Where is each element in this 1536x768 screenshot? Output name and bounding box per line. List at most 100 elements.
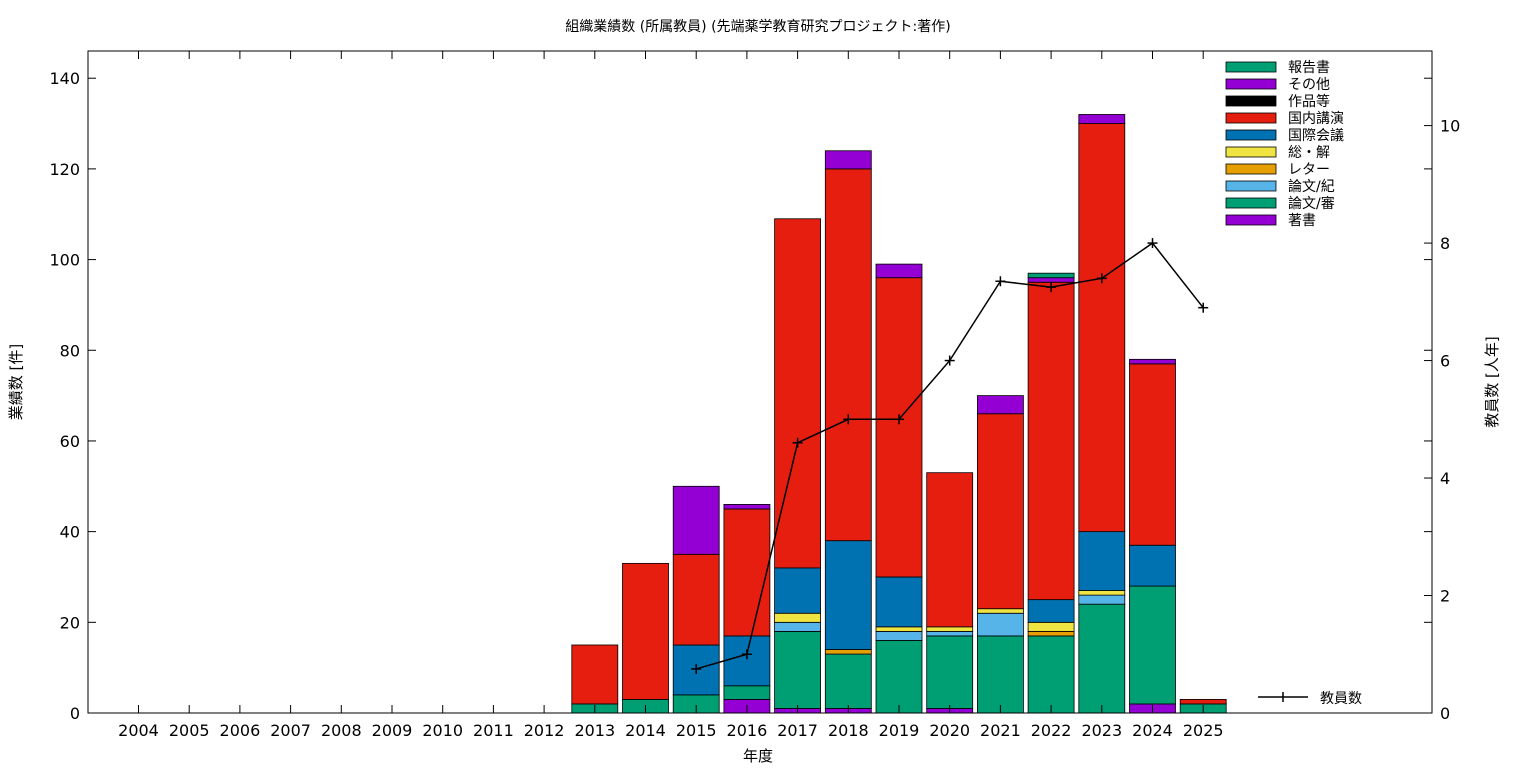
- bar-2016-その他: [723, 504, 771, 510]
- x-tick-label: 2005: [169, 721, 210, 740]
- y2-tick-label: 10: [1440, 117, 1460, 136]
- x-tick-label: 2024: [1132, 721, 1173, 740]
- x-tick-label: 2015: [676, 721, 717, 740]
- legend-swatch-総・解: [1225, 146, 1277, 158]
- bar-2024-国内講演: [1129, 363, 1176, 546]
- legend-label-その他: その他: [1288, 77, 1330, 93]
- legend-label-総・解: 総・解: [1288, 145, 1330, 161]
- x-tick-label: 2019: [879, 721, 920, 740]
- bar-2023-その他: [1078, 114, 1126, 124]
- bar-2023-国際会議: [1078, 531, 1126, 591]
- legend-label-作品等: 作品等: [1288, 93, 1330, 110]
- y2-axis-ticks: 0 2 4 6 8 10: [1424, 117, 1460, 723]
- y-tick-label: 60: [60, 432, 80, 451]
- bar-2021-その他: [977, 395, 1024, 415]
- x-tick-label: 2009: [372, 721, 413, 740]
- y-tick-label: 120: [49, 160, 80, 179]
- x-tick-label: 2025: [1183, 721, 1224, 740]
- bar-2021-論文/審: [977, 635, 1024, 714]
- legend-swatch-報告書: [1225, 61, 1277, 73]
- bar-2020-国内講演: [926, 472, 974, 628]
- x-axis-ticks: 2004 2005 2006 2007 2008 2009 2010 2011 2012 2013…: [118, 51, 1224, 740]
- bar-2019-論文/紀: [875, 630, 923, 641]
- bar-2019-国内講演: [875, 277, 923, 578]
- bar-2016-国際会議: [723, 635, 771, 687]
- y2-axis-title: 教員数 [人年]: [1483, 336, 1501, 427]
- y2-tick-label: 6: [1440, 352, 1450, 371]
- x-tick-label: 2020: [929, 721, 970, 740]
- bar-2017-国内講演: [774, 218, 821, 569]
- x-tick-label: 2010: [422, 721, 463, 740]
- bar-2020-論文/審: [926, 635, 974, 709]
- legend-swatch-作品等: [1225, 95, 1277, 107]
- bar-2015-その他: [672, 485, 720, 555]
- bar-2019-国際会議: [875, 576, 923, 628]
- bar-2014-国内講演: [622, 562, 669, 700]
- x-tick-label: 2004: [118, 721, 159, 740]
- bar-2022-総・解: [1027, 621, 1075, 632]
- bar-2017-総・解: [774, 612, 821, 623]
- legend-swatch-その他: [1225, 78, 1277, 90]
- bar-2024-論文/審: [1129, 585, 1176, 705]
- bars-group: [571, 114, 1227, 714]
- bar-2021-国内講演: [977, 413, 1024, 610]
- line-legend-label: 教員数: [1320, 691, 1362, 707]
- bar-2021-論文/紀: [977, 612, 1024, 637]
- y2-tick-label: 0: [1440, 704, 1450, 723]
- bar-2017-国際会議: [774, 567, 821, 614]
- bar-2023-国内講演: [1078, 123, 1126, 533]
- bar-2021-総・解: [977, 608, 1024, 614]
- x-tick-label: 2018: [828, 721, 869, 740]
- bar-2022-レター: [1027, 630, 1075, 637]
- legend-swatch-論文/審: [1225, 197, 1277, 209]
- legend-swatch-国内講演: [1225, 112, 1277, 124]
- bar-2022-論文/審: [1027, 635, 1075, 714]
- bar-2022-国内講演: [1027, 281, 1075, 601]
- bar-2017-論文/審: [774, 630, 821, 709]
- y-tick-label: 20: [60, 613, 80, 632]
- x-axis-title: 年度: [743, 747, 773, 765]
- bar-2018-国内講演: [824, 168, 872, 542]
- x-tick-label: 2016: [727, 721, 768, 740]
- y-tick-label: 100: [49, 251, 80, 270]
- x-tick-label: 2013: [574, 721, 615, 740]
- legend-swatch-著書: [1225, 214, 1277, 226]
- x-tick-label: 2021: [980, 721, 1021, 740]
- bar-2022-報告書: [1027, 272, 1075, 279]
- legend-label-国内講演: 国内講演: [1288, 111, 1344, 127]
- y-axis-ticks: 0 20 40 60 80 100 120 140: [49, 69, 1432, 723]
- chart-title: 組織業績数 (所属教員) (先端薬学教育研究プロジェクト:著作): [565, 19, 950, 35]
- line-group: [691, 238, 1209, 674]
- bar-2019-総・解: [875, 626, 923, 632]
- bar-2019-論文/審: [875, 640, 923, 714]
- legend-label-著書: 著書: [1288, 213, 1316, 229]
- bar-2018-論文/審: [824, 653, 872, 709]
- bar-2023-総・解: [1078, 590, 1126, 596]
- x-tick-label: 2012: [524, 721, 565, 740]
- bar-2020-総・解: [926, 626, 974, 632]
- x-tick-label: 2007: [270, 721, 311, 740]
- bar-2023-論文/審: [1078, 603, 1126, 714]
- y-tick-label: 140: [49, 69, 80, 88]
- y2-tick-label: 2: [1440, 587, 1450, 606]
- y-axis-title: 業績数 [件]: [7, 344, 25, 420]
- x-tick-label: 2023: [1081, 721, 1122, 740]
- y2-tick-label: 4: [1440, 469, 1450, 488]
- bar-2013-国内講演: [571, 644, 619, 705]
- legend-label-国際会議: 国際会議: [1288, 127, 1344, 144]
- x-tick-label: 2008: [321, 721, 362, 740]
- legend-label-論文/紀: 論文/紀: [1288, 179, 1335, 195]
- x-tick-label: 2022: [1031, 721, 1072, 740]
- bar-2024-その他: [1129, 358, 1176, 365]
- bar-2015-国内講演: [672, 553, 720, 646]
- bar-2023-論文/紀: [1078, 594, 1126, 605]
- bar-2022-国際会議: [1027, 599, 1075, 623]
- bar-2017-論文/紀: [774, 621, 821, 632]
- bar-2019-その他: [875, 263, 923, 279]
- x-tick-label: 2014: [625, 721, 666, 740]
- bar-2020-論文/紀: [926, 630, 974, 637]
- bar-2018-レター: [824, 649, 872, 655]
- plot-frame: [87, 50, 1433, 714]
